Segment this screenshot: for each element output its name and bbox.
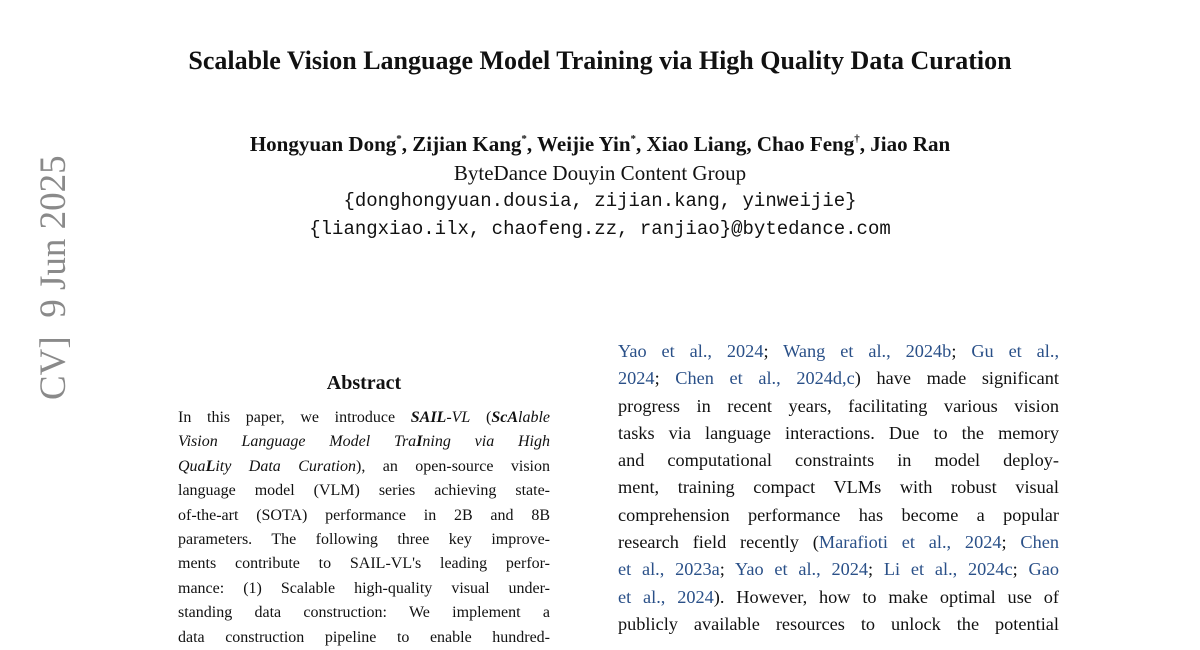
text-run: ity Data Curation <box>215 457 356 475</box>
citation: et al., 2024 <box>618 586 714 607</box>
text-run: , Weijie Yin <box>526 132 631 156</box>
text-line: data construction pipeline to enable hun… <box>178 626 550 650</box>
footnote-mark: * <box>396 133 402 145</box>
text-run: ) have made significant <box>854 368 1059 389</box>
text-run: research field recently ( <box>618 532 819 553</box>
text-run: language model (VLM) series achieving st… <box>178 482 550 500</box>
text-run: ment, training compact VLMs with robust … <box>618 477 1059 498</box>
citation: Chen <box>1020 532 1060 553</box>
text-run: standing data construction: We implement… <box>178 604 550 622</box>
text-line: comprehension performance has become a p… <box>618 502 1059 529</box>
text-line: et al., 2023a; Yao et al., 2024; Li et a… <box>618 556 1059 583</box>
abstract-text: In this paper, we introduce SAIL-VL (ScA… <box>178 406 550 650</box>
abstract-heading: Abstract <box>326 372 402 394</box>
citation: ,c <box>842 368 855 389</box>
text-line: Vision Language Model TraIning via High <box>178 430 550 454</box>
text-run: lable <box>518 409 550 426</box>
text-line: parameters. The following three key impr… <box>178 528 550 552</box>
text-run: Vision Language Model Tra <box>178 433 417 451</box>
text-line: ments contribute to SAIL-VL's leading pe… <box>178 552 550 576</box>
text-run: publicly available resources to unlock t… <box>618 613 1059 634</box>
text-run: SAIL <box>410 409 447 426</box>
text-line: et al., 2024). However, how to make opti… <box>618 584 1059 611</box>
text-run: progress in recent years, facilitating v… <box>618 395 1059 416</box>
text-line: standing data construction: We implement… <box>178 601 550 625</box>
citation: Gao <box>1028 559 1059 580</box>
text-run: ScA <box>491 409 518 426</box>
citation: et al., 2023a <box>618 559 720 580</box>
text-run: tasks via language interactions. Due to … <box>618 422 1059 443</box>
text-line: ment, training compact VLMs with robust … <box>618 474 1059 501</box>
body-text: Yao et al., 2024; Wang et al., 2024b; Gu… <box>618 338 1059 638</box>
text-run: parameters. The following three key impr… <box>178 531 550 549</box>
text-line: mance: (1) Scalable high-quality visual … <box>178 577 550 601</box>
text-line: publicly available resources to unlock t… <box>618 611 1059 638</box>
text-line: QuaLity Data Curation), an open-source v… <box>178 455 550 479</box>
citation: Li et al., 2024c <box>883 559 1013 580</box>
text-run: ; <box>951 341 972 361</box>
text-line: In this paper, we introduce SAIL-VL (ScA… <box>178 406 550 430</box>
citation: Wang et al., 2024b <box>783 341 952 361</box>
text-run: L <box>205 457 216 475</box>
text-run: -VL <box>446 409 471 426</box>
text-run: ( <box>470 409 492 426</box>
text-run: I <box>416 433 423 451</box>
text-run: and computational constraints in model d… <box>618 450 1059 471</box>
citation: Gu et al., <box>971 341 1060 361</box>
text-run: Qua <box>178 457 206 475</box>
text-run: , Xiao Liang, Chao Feng <box>636 132 855 156</box>
text-run: ), an open-source vision <box>355 457 551 475</box>
text-run: ; <box>1012 559 1029 580</box>
text-run: ; <box>763 341 784 361</box>
text-line: 2024; Chen et al., 2024d,c) have made si… <box>618 365 1059 392</box>
text-line: progress in recent years, facilitating v… <box>618 393 1059 420</box>
citation: 2024 <box>618 368 655 389</box>
citation: Chen et al., 2024d <box>675 368 843 389</box>
text-line: Yao et al., 2024; Wang et al., 2024b; Gu… <box>618 338 1059 365</box>
citation: Marafioti et al., 2024 <box>818 532 1002 553</box>
email: {donghongyuan.dousia, zijian.kang, yinwe… <box>343 190 857 212</box>
text-line: language model (VLM) series achieving st… <box>178 479 550 503</box>
text-run: , Zijian Kang <box>401 132 522 156</box>
email: {liangxiao.ilx, chaofeng.zz, ranjiao}@by… <box>309 218 891 240</box>
text-run: ; <box>719 559 735 580</box>
authors: Hongyuan Dong*, Zijian Kang*, Weijie Yin… <box>0 132 1200 157</box>
text-run: data construction pipeline to enable hun… <box>178 628 550 646</box>
text-run: ning via High <box>422 433 550 451</box>
footnote-mark: † <box>854 133 860 145</box>
affiliation: ByteDance Douyin Content Group <box>453 161 747 185</box>
text-line: of-the-art (SOTA) performance in 2B and … <box>178 504 550 528</box>
text-run: ments contribute to SAIL-VL's leading pe… <box>178 555 550 573</box>
text-run: mance: (1) Scalable high-quality visual … <box>178 579 550 597</box>
text-run: comprehension performance has become a p… <box>618 504 1059 525</box>
text-run: Hongyuan Dong <box>249 132 397 156</box>
paper-title: Scalable Vision Language Model Training … <box>188 46 1012 75</box>
citation: Yao et al., 2024 <box>734 559 869 580</box>
text-run: , Jiao Ran <box>859 132 951 156</box>
text-line: and computational constraints in model d… <box>618 447 1059 474</box>
text-run: ; <box>868 559 884 580</box>
text-run: of-the-art (SOTA) performance in 2B and … <box>178 506 550 524</box>
footnote-mark: * <box>521 133 527 145</box>
text-run: In this paper, we introduce <box>178 409 411 426</box>
text-line: research field recently (Marafioti et al… <box>618 529 1059 556</box>
text-line: tasks via language interactions. Due to … <box>618 420 1059 447</box>
footnote-mark: * <box>630 133 637 145</box>
text-run: ; <box>1001 532 1021 553</box>
citation: Yao et al., 2024 <box>618 341 764 361</box>
text-run: ). However, how to make optimal use of <box>713 586 1059 607</box>
text-run: ; <box>654 368 676 389</box>
